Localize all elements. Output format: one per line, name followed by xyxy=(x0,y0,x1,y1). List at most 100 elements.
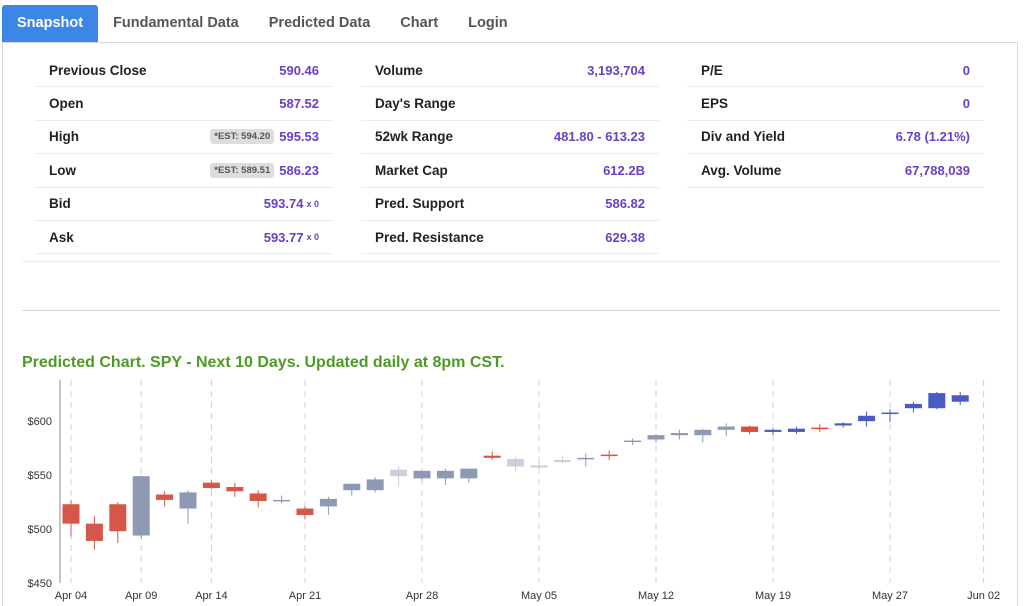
tab-login[interactable]: Login xyxy=(468,15,508,31)
candle-body xyxy=(249,493,267,501)
x-tick-label: Apr 28 xyxy=(406,590,438,602)
candle-body xyxy=(577,457,595,460)
candle-body xyxy=(670,433,688,436)
predicted-candlestick-chart[interactable]: $600 $550 $500 $450 Apr 04 Apr 09 Apr 14 Apr 2… xyxy=(0,378,1020,606)
candle-body xyxy=(436,470,454,479)
chart-gridlines xyxy=(59,380,985,583)
x-tick-label: Jun 02 xyxy=(967,590,1000,602)
candle-body xyxy=(811,427,829,430)
candle-body xyxy=(390,469,408,477)
x-tick-label: May 05 xyxy=(521,590,557,602)
stat-label: High xyxy=(49,129,79,145)
stat-value: 0 xyxy=(962,96,970,112)
bid-size: x 0 xyxy=(306,198,319,209)
stat-value: 595.53 xyxy=(279,129,319,145)
stat-value: 593.74 xyxy=(263,196,304,212)
stat-label: Open xyxy=(49,96,84,112)
stat-row-pe: P/E 0 xyxy=(687,54,984,88)
stat-label: Market Cap xyxy=(375,162,448,178)
stat-row-market-cap: Market Cap 612.2B xyxy=(361,154,659,188)
stat-value: 587.52 xyxy=(279,96,319,112)
candle-body xyxy=(717,426,735,430)
candle-body xyxy=(624,440,642,443)
candle-body xyxy=(530,465,548,468)
candle-body xyxy=(179,492,197,509)
stat-row-avg-volume: Avg. Volume 67,788,039 xyxy=(687,154,984,188)
quote-column-1: Previous Close 590.46 Open 587.52 High *… xyxy=(35,54,333,255)
candle-body xyxy=(202,482,220,489)
candle-body xyxy=(787,428,805,432)
tab-divider xyxy=(2,42,1018,43)
y-tick-label: $450 xyxy=(28,578,52,590)
stat-row-eps: EPS 0 xyxy=(687,87,984,121)
stat-label: Bid xyxy=(49,196,71,212)
stat-row-low: Low *EST: 589.51 586.23 xyxy=(35,154,333,188)
tab-predicted-data[interactable]: Predicted Data xyxy=(268,15,371,31)
stat-row-pred-resistance: Pred. Resistance 629.38 xyxy=(361,221,659,255)
tab-bar: Snapshot Fundamental Data Predicted Data… xyxy=(2,5,523,42)
x-tick-label: May 27 xyxy=(872,590,908,602)
ask-size: x 0 xyxy=(306,232,319,243)
candle-body xyxy=(600,454,618,457)
candle-body xyxy=(156,494,174,500)
estimate-badge: *EST: 594.20 xyxy=(210,129,275,145)
candle-body xyxy=(881,412,899,415)
estimate-badge: *EST: 589.51 xyxy=(210,162,275,178)
chart-x-axis: Apr 04 Apr 09 Apr 14 Apr 21 Apr 28 May 05 May … xyxy=(55,590,1000,602)
stat-label: Volume xyxy=(375,62,423,78)
candle-body xyxy=(343,483,361,491)
candle-body xyxy=(366,479,384,491)
stat-label: P/E xyxy=(701,62,723,78)
stat-label: Previous Close xyxy=(49,62,147,78)
stat-row-52wk-range: 52wk Range 481.80 - 613.23 xyxy=(361,121,659,155)
stat-value: 612.2B xyxy=(603,162,645,178)
candle-body xyxy=(483,455,501,458)
x-tick-label: Apr 04 xyxy=(55,590,87,602)
candle-body xyxy=(904,403,922,409)
x-tick-label: Apr 21 xyxy=(289,590,321,602)
stat-label: Low xyxy=(49,162,76,178)
candle-body xyxy=(85,523,103,541)
divider xyxy=(22,261,1000,262)
stat-label: 52wk Range xyxy=(375,129,454,145)
y-tick-label: $550 xyxy=(28,470,52,482)
stat-row-previous-close: Previous Close 590.46 xyxy=(35,54,333,88)
tab-snapshot[interactable]: Snapshot xyxy=(2,5,99,42)
candle-body xyxy=(296,508,314,516)
stat-row-volume: Volume 3,193,704 xyxy=(361,54,659,88)
candle-body xyxy=(62,504,80,524)
stat-label: Pred. Resistance xyxy=(375,229,484,245)
stat-label: Avg. Volume xyxy=(701,162,782,178)
stat-label: Div and Yield xyxy=(701,129,786,145)
candle-body xyxy=(858,415,876,422)
candle-body xyxy=(132,476,150,536)
chart-y-axis: $600 $550 $500 $450 xyxy=(28,416,52,590)
candle-body xyxy=(764,429,782,432)
stat-row-div-yield: Div and Yield 6.78 (1.21%) xyxy=(687,121,984,155)
candle-body xyxy=(109,504,127,532)
y-tick-label: $600 xyxy=(28,416,52,428)
stat-label: Pred. Support xyxy=(375,196,465,212)
x-tick-label: May 12 xyxy=(638,590,674,602)
candle-body xyxy=(647,435,665,440)
candle-body xyxy=(553,460,571,463)
stat-row-pred-support: Pred. Support 586.82 xyxy=(361,188,659,221)
y-tick-label: $500 xyxy=(28,524,52,536)
stat-value: 629.38 xyxy=(605,229,645,245)
stat-value: 586.82 xyxy=(605,196,645,212)
candle-body xyxy=(507,458,525,467)
stat-value: 481.80 - 613.23 xyxy=(553,129,645,145)
stat-value: 6.78 (1.21%) xyxy=(895,129,970,145)
quote-column-2: Volume 3,193,704 Day's Range 52wk Range … xyxy=(361,54,659,255)
tab-fundamental-data[interactable]: Fundamental Data xyxy=(113,15,239,31)
candle-body xyxy=(951,395,969,402)
candle-body xyxy=(694,429,712,436)
stat-value: 0 xyxy=(962,62,970,78)
candle-body xyxy=(928,393,946,409)
chart-candles xyxy=(62,392,969,550)
stat-row-high: High *EST: 594.20 595.53 xyxy=(35,121,333,155)
tab-chart[interactable]: Chart xyxy=(400,15,439,31)
x-tick-label: May 19 xyxy=(755,590,791,602)
stat-row-open: Open 587.52 xyxy=(35,87,333,121)
stat-value: 3,193,704 xyxy=(587,62,645,78)
